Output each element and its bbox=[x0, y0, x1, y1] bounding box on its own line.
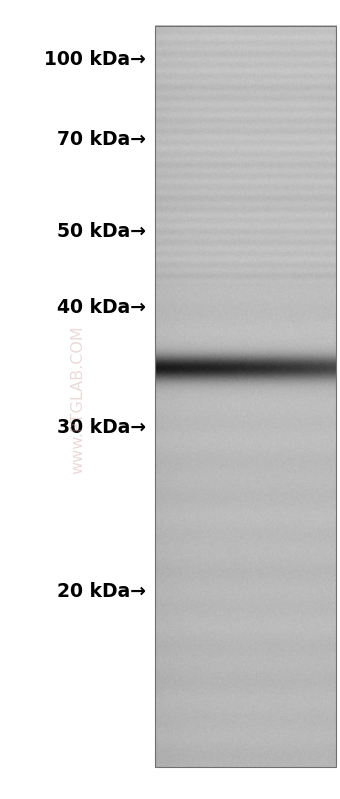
Bar bbox=[155, 26, 336, 767]
Text: 100 kDa→: 100 kDa→ bbox=[44, 50, 146, 70]
Text: 50 kDa→: 50 kDa→ bbox=[57, 222, 146, 241]
Text: 40 kDa→: 40 kDa→ bbox=[57, 298, 146, 317]
Text: www.PTGLAB.COM: www.PTGLAB.COM bbox=[71, 325, 86, 474]
Text: 20 kDa→: 20 kDa→ bbox=[57, 582, 146, 601]
Text: 70 kDa→: 70 kDa→ bbox=[57, 130, 146, 149]
Text: 30 kDa→: 30 kDa→ bbox=[57, 418, 146, 437]
